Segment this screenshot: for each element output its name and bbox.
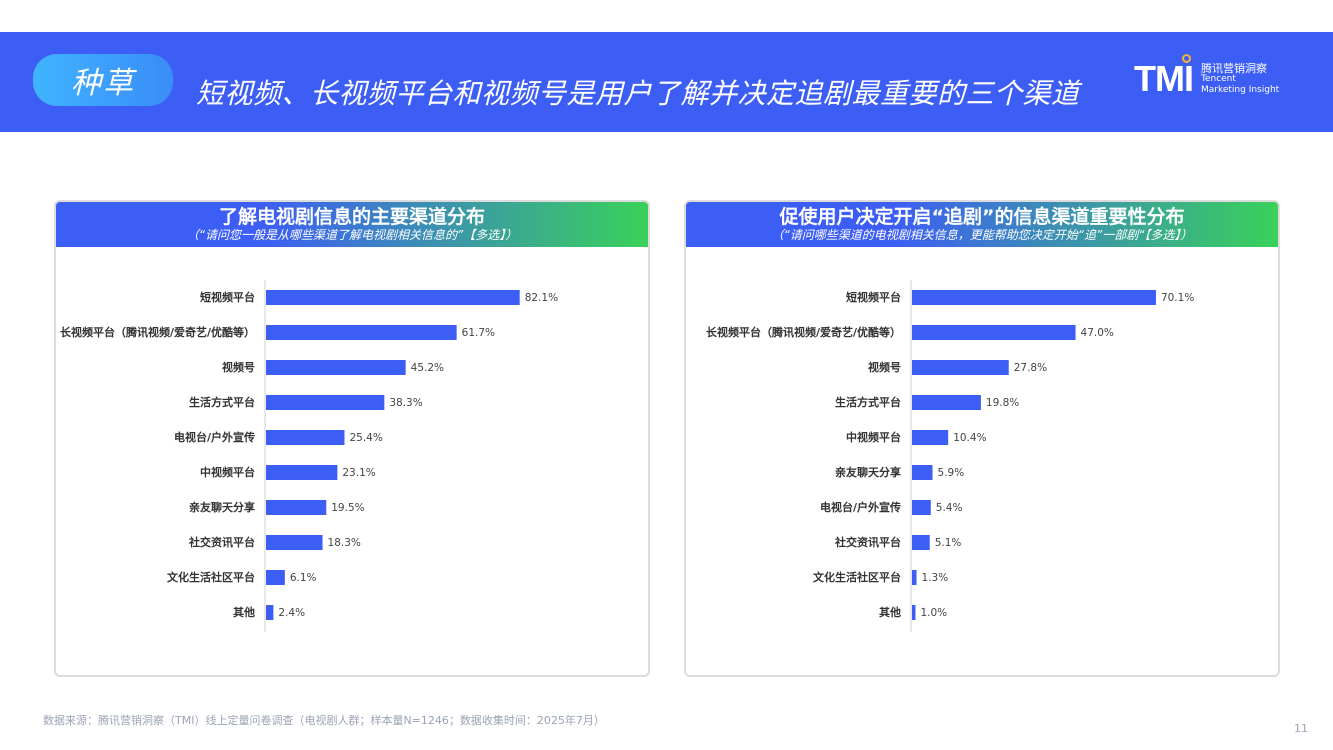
bar (912, 325, 1076, 340)
data-label: 23.1% (342, 467, 375, 479)
data-label: 19.5% (331, 502, 364, 514)
data-label: 1.0% (920, 607, 947, 619)
category-label: 中视频平台 (846, 430, 901, 444)
chart-title: 了解电视剧信息的主要渠道分布 (218, 206, 485, 228)
data-label: 25.4% (349, 432, 382, 444)
bar (912, 570, 917, 585)
page-title: 短视频、长视频平台和视频号是用户了解并决定追剧最重要的三个渠道 (196, 77, 1080, 110)
category-label: 亲友聊天分享 (189, 500, 255, 514)
chart-panel-left: 了解电视剧信息的主要渠道分布 （“请问您一般是从哪些渠道了解电视剧相关信息的”【… (54, 200, 650, 677)
bar (266, 465, 338, 480)
data-label: 47.0% (1081, 327, 1114, 339)
bar (266, 360, 406, 375)
bar (912, 430, 949, 445)
category-label: 其他 (879, 605, 901, 619)
logo-en1: Tencent (1200, 73, 1236, 84)
bar-chart-left: 短视频平台 82.1% 长视频平台（腾讯视频/爱奇艺/优酷等） 61.7% 视频号 45.… (60, 280, 558, 632)
bar (266, 430, 345, 445)
data-label: 5.9% (938, 467, 965, 479)
bar (266, 290, 520, 305)
logo-en2: Marketing Insight (1200, 84, 1280, 95)
category-label: 电视台/户外宣传 (174, 430, 255, 444)
bar (266, 605, 274, 620)
bar (912, 465, 933, 480)
bar (912, 395, 981, 410)
bar (266, 325, 457, 340)
data-label: 27.8% (1014, 362, 1047, 374)
tmi-logo: TMI 腾讯营销洞察 Tencent Marketing Insight (1134, 54, 1280, 100)
bar (266, 570, 285, 585)
bar-chart-right: 短视频平台 70.1% 长视频平台（腾讯视频/爱奇艺/优酷等） 47.0% 视频号 27.… (706, 280, 1194, 632)
category-label: 社交资讯平台 (188, 535, 255, 549)
bar (912, 290, 1156, 305)
category-label: 其他 (233, 605, 255, 619)
header-banner: 种草 短视频、长视频平台和视频号是用户了解并决定追剧最重要的三个渠道 TMI 腾… (0, 32, 1333, 132)
page-number: 11 (1294, 722, 1308, 735)
category-label: 短视频平台 (846, 290, 901, 304)
data-source: 数据来源：腾讯营销洞察（TMI）线上定量问卷调查（电视剧人群；样本量N=1246… (43, 714, 605, 727)
data-label: 1.3% (922, 572, 949, 584)
category-label: 长视频平台（腾讯视频/爱奇艺/优酷等） (60, 325, 255, 339)
category-label: 中视频平台 (200, 465, 255, 479)
category-label: 短视频平台 (200, 290, 255, 304)
logo-dot-icon (1181, 54, 1191, 63)
category-label: 生活方式平台 (835, 395, 901, 409)
data-label: 18.3% (328, 537, 361, 549)
category-label: 生活方式平台 (189, 395, 255, 409)
category-label: 社交资讯平台 (834, 535, 901, 549)
category-label: 亲友聊天分享 (835, 465, 901, 479)
logo-mark: TMI (1134, 58, 1194, 99)
bar (266, 500, 327, 515)
data-label: 5.4% (936, 502, 963, 514)
data-label: 38.3% (389, 397, 422, 409)
bar (266, 395, 385, 410)
bar (912, 535, 930, 550)
chart-header: 了解电视剧信息的主要渠道分布 （“请问您一般是从哪些渠道了解电视剧相关信息的”【… (56, 202, 648, 247)
data-label: 6.1% (290, 572, 317, 584)
category-label: 视频号 (222, 360, 255, 374)
data-label: 10.4% (953, 432, 986, 444)
section-tag: 种草 (33, 54, 173, 106)
chart-subtitle: （“请问哪些渠道的电视剧相关信息，更能帮助您决定开始“追”一部剧“【多选】） (771, 228, 1193, 242)
chart-header: 促使用户决定开启“追剧”的信息渠道重要性分布 （“请问哪些渠道的电视剧相关信息，… (686, 202, 1278, 247)
chart-title: 促使用户决定开启“追剧”的信息渠道重要性分布 (779, 206, 1185, 228)
data-label: 19.8% (986, 397, 1019, 409)
data-label: 61.7% (462, 327, 495, 339)
bar (266, 535, 323, 550)
data-label: 82.1% (525, 292, 558, 304)
bar (912, 360, 1009, 375)
category-label: 长视频平台（腾讯视频/爱奇艺/优酷等） (706, 325, 901, 339)
chart-panel-right: 促使用户决定开启“追剧”的信息渠道重要性分布 （“请问哪些渠道的电视剧相关信息，… (684, 200, 1280, 677)
data-label: 2.4% (278, 607, 305, 619)
category-label: 文化生活社区平台 (167, 570, 255, 584)
data-label: 70.1% (1161, 292, 1194, 304)
category-label: 电视台/户外宣传 (820, 500, 901, 514)
data-label: 5.1% (935, 537, 962, 549)
bar (912, 605, 916, 620)
chart-subtitle: （“请问您一般是从哪些渠道了解电视剧相关信息的”【多选】） (186, 228, 518, 242)
bar (912, 500, 931, 515)
logo-cn: 腾讯营销洞察 (1200, 61, 1267, 75)
data-label: 45.2% (411, 362, 444, 374)
category-label: 文化生活社区平台 (813, 570, 901, 584)
category-label: 视频号 (868, 360, 901, 374)
